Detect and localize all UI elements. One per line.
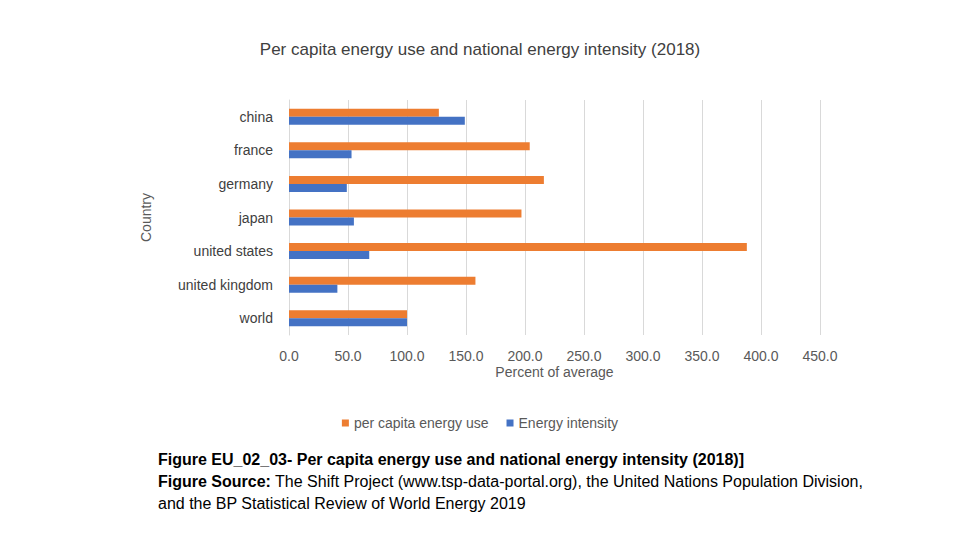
- svg-text:0.0: 0.0: [279, 348, 299, 364]
- svg-text:Energy intensity: Energy intensity: [519, 415, 619, 431]
- svg-text:150.0: 150.0: [448, 348, 483, 364]
- svg-text:250.0: 250.0: [566, 348, 601, 364]
- svg-text:Percent of average: Percent of average: [495, 364, 614, 380]
- svg-text:Per capita energy use and nati: Per capita energy use and national energ…: [260, 40, 700, 59]
- svg-text:Country: Country: [138, 193, 154, 242]
- svg-text:france: france: [234, 142, 273, 158]
- svg-text:300.0: 300.0: [625, 348, 660, 364]
- svg-text:united kingdom: united kingdom: [178, 277, 273, 293]
- html-text:Figure Source: The Shift Proje: Figure Source: The Shift Project (www.ts…: [158, 473, 863, 512]
- svg-text:china: china: [240, 109, 274, 125]
- html-text:Figure EU_02_03- Per capita en: Figure EU_02_03- Per capita energy use a…: [158, 451, 744, 468]
- svg-text:world: world: [239, 310, 273, 326]
- svg-text:50.0: 50.0: [334, 348, 361, 364]
- svg-text:japan: japan: [238, 210, 273, 226]
- svg-text:200.0: 200.0: [507, 348, 542, 364]
- svg-text:350.0: 350.0: [684, 348, 719, 364]
- svg-text:per capita energy use: per capita energy use: [354, 415, 489, 431]
- svg-text:united states: united states: [194, 243, 273, 259]
- svg-text:400.0: 400.0: [743, 348, 778, 364]
- svg-text:100.0: 100.0: [389, 348, 424, 364]
- svg-text:450.0: 450.0: [802, 348, 837, 364]
- svg-text:germany: germany: [219, 176, 273, 192]
